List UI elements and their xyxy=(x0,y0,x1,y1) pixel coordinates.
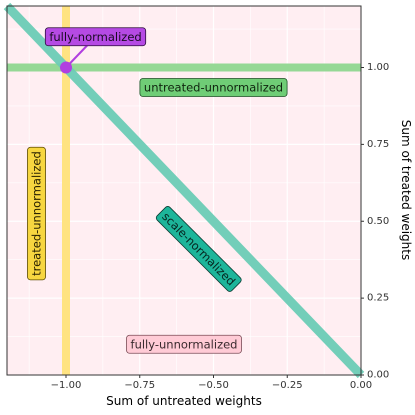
annotation-label: untreated-unnormalized xyxy=(144,80,283,94)
x-tick-label: −0.75 xyxy=(124,380,155,391)
x-tick-label: −0.50 xyxy=(198,380,229,391)
x-tick-label: −1.00 xyxy=(51,380,82,391)
annotation-fully-unnormalized: fully-unnormalized xyxy=(126,334,242,354)
y-tick-label: 0.75 xyxy=(367,139,389,150)
y-tick-label: 0.25 xyxy=(367,293,389,304)
y-tick-label: 0.50 xyxy=(367,216,389,227)
y-tick-label: 1.00 xyxy=(367,62,389,73)
annotation-box xyxy=(126,334,242,354)
y-axis-ticks: 0.00 0.25 0.50 0.75 1.00 xyxy=(361,62,389,381)
annotation-box xyxy=(44,27,147,47)
annotation-label: treated-unnormalized xyxy=(30,151,44,276)
annotation-treated-unnormalized: treated-unnormalized xyxy=(27,146,46,281)
x-axis-title: Sum of untreated weights xyxy=(106,394,262,408)
x-axis-ticks: −1.00 −0.75 −0.50 −0.25 0.00 xyxy=(51,375,372,391)
annotation-box xyxy=(155,206,242,292)
y-tick-label: 0.00 xyxy=(367,370,389,381)
x-tick-label: −0.25 xyxy=(272,380,303,391)
annotation-label: fully-unnormalized xyxy=(131,337,238,351)
annotation-box xyxy=(27,146,46,281)
y-axis-title: Sum of treated weights xyxy=(399,120,413,260)
panel-border xyxy=(6,5,362,376)
annotation-fully-normalized: fully-normalized xyxy=(44,27,147,47)
annotation-box xyxy=(139,78,288,97)
annotation-untreated-unnormalized: untreated-unnormalized xyxy=(139,78,288,97)
annotation-label: fully-normalized xyxy=(49,30,141,44)
x-tick-label: 0.00 xyxy=(350,380,372,391)
